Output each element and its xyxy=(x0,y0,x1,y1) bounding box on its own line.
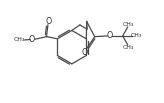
Text: CH₃: CH₃ xyxy=(123,22,134,27)
Text: CH₃: CH₃ xyxy=(123,45,134,50)
Text: O: O xyxy=(82,48,88,57)
Text: O: O xyxy=(29,35,35,44)
Text: CH₃: CH₃ xyxy=(13,37,25,42)
Text: O: O xyxy=(107,31,113,40)
Text: CH₃: CH₃ xyxy=(131,33,142,38)
Text: O: O xyxy=(46,17,52,26)
